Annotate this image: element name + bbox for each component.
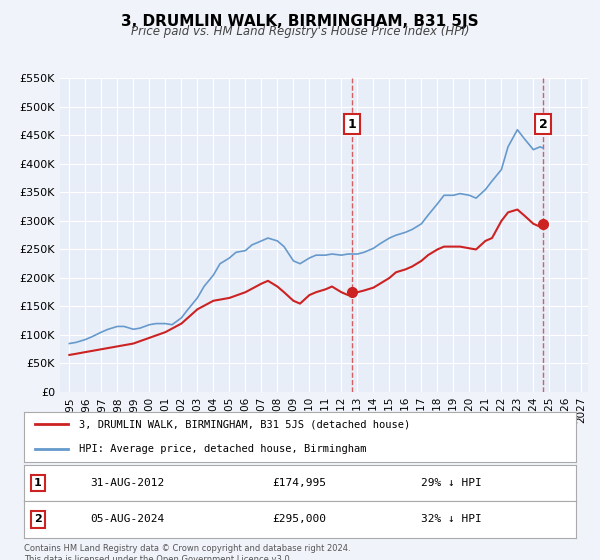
Text: 2: 2: [539, 118, 547, 130]
Text: £174,995: £174,995: [272, 478, 326, 488]
Text: Price paid vs. HM Land Registry's House Price Index (HPI): Price paid vs. HM Land Registry's House …: [131, 25, 469, 38]
Text: HPI: Average price, detached house, Birmingham: HPI: Average price, detached house, Birm…: [79, 445, 367, 454]
Text: 2: 2: [34, 515, 41, 524]
Text: 3, DRUMLIN WALK, BIRMINGHAM, B31 5JS (detached house): 3, DRUMLIN WALK, BIRMINGHAM, B31 5JS (de…: [79, 419, 410, 429]
Text: 05-AUG-2024: 05-AUG-2024: [90, 515, 164, 524]
Text: Contains HM Land Registry data © Crown copyright and database right 2024.
This d: Contains HM Land Registry data © Crown c…: [24, 544, 350, 560]
Text: 32% ↓ HPI: 32% ↓ HPI: [421, 515, 482, 524]
Text: 3, DRUMLIN WALK, BIRMINGHAM, B31 5JS: 3, DRUMLIN WALK, BIRMINGHAM, B31 5JS: [121, 14, 479, 29]
Text: 29% ↓ HPI: 29% ↓ HPI: [421, 478, 482, 488]
Text: 1: 1: [34, 478, 41, 488]
Text: 31-AUG-2012: 31-AUG-2012: [90, 478, 164, 488]
Text: 1: 1: [347, 118, 356, 130]
Text: £295,000: £295,000: [272, 515, 326, 524]
